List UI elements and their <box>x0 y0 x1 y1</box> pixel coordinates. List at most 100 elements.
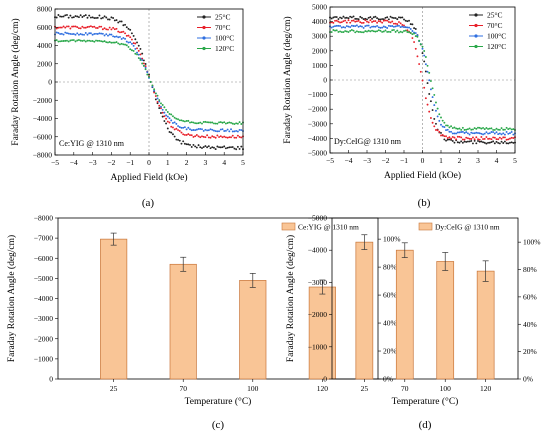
data-point <box>206 146 209 149</box>
data-point <box>372 16 375 19</box>
data-point <box>202 129 205 132</box>
data-point <box>345 21 348 24</box>
data-point <box>503 136 506 139</box>
y-tick-label: 3000 <box>312 32 327 41</box>
data-point <box>224 136 227 139</box>
data-point <box>156 97 159 100</box>
data-point <box>382 30 385 33</box>
data-point <box>115 41 118 44</box>
data-point <box>185 143 188 146</box>
data-point <box>349 21 352 24</box>
data-point <box>379 29 382 32</box>
data-point <box>66 14 68 16</box>
data-point <box>197 135 200 138</box>
data-point <box>401 24 404 26</box>
data-point <box>416 35 419 38</box>
data-point <box>414 47 417 50</box>
data-point <box>472 142 474 145</box>
data-point <box>389 15 392 18</box>
data-point <box>371 17 373 20</box>
data-point <box>441 133 444 136</box>
x-tick-label: 1 <box>439 156 443 165</box>
data-point <box>399 16 402 19</box>
data-point <box>344 30 347 32</box>
data-point <box>421 79 424 82</box>
data-point <box>211 128 214 131</box>
data-point <box>340 21 343 24</box>
data-point <box>187 126 190 129</box>
data-point <box>74 33 77 36</box>
x-tick-label: −3 <box>363 156 371 165</box>
data-point <box>221 128 224 131</box>
data-point <box>148 73 150 76</box>
data-point <box>173 128 176 131</box>
data-point <box>76 26 79 29</box>
data-point <box>120 20 123 23</box>
data-point <box>332 29 335 31</box>
x-tick-label: 120 <box>317 384 329 393</box>
data-point <box>392 22 395 25</box>
data-point <box>419 70 422 73</box>
legend-marker <box>202 46 206 51</box>
data-point <box>446 128 449 131</box>
data-point <box>377 26 380 29</box>
y-tick-label: −8000 <box>33 151 52 160</box>
data-point <box>136 41 138 44</box>
data-point <box>224 122 227 125</box>
data-point <box>74 15 77 17</box>
data-point <box>369 26 372 29</box>
y2-tick-label: 20% <box>523 347 537 356</box>
data-point <box>173 135 176 138</box>
data-point <box>366 18 368 21</box>
data-point <box>177 118 179 121</box>
data-point <box>238 136 241 138</box>
data-point <box>231 134 234 137</box>
legend-label: 120°C <box>215 44 234 53</box>
data-point <box>465 128 468 131</box>
data-point <box>190 134 193 137</box>
data-point <box>136 53 138 56</box>
data-point <box>492 131 495 133</box>
data-point <box>468 133 471 136</box>
data-point <box>81 16 84 18</box>
data-point <box>124 43 127 46</box>
data-point <box>209 136 212 139</box>
data-point <box>199 128 202 130</box>
y-tick-label: −4000 <box>308 134 327 143</box>
data-point <box>141 57 144 60</box>
data-point <box>396 23 399 26</box>
data-point <box>460 128 463 131</box>
data-point <box>224 147 227 150</box>
data-point <box>426 103 429 106</box>
data-point <box>201 135 203 138</box>
data-point <box>136 51 138 54</box>
data-point <box>95 27 97 29</box>
data-point <box>226 128 229 131</box>
data-point <box>450 137 453 140</box>
data-point <box>433 93 436 96</box>
data-point <box>175 138 178 141</box>
data-point <box>423 86 426 89</box>
data-point <box>171 133 174 136</box>
data-point <box>228 130 231 133</box>
data-point <box>134 42 137 45</box>
data-point <box>60 15 63 18</box>
data-point <box>503 133 506 136</box>
data-point <box>428 71 431 74</box>
data-point <box>330 17 333 20</box>
data-point <box>445 139 447 142</box>
data-point <box>136 47 138 50</box>
data-point <box>81 39 84 42</box>
data-point <box>359 21 362 24</box>
data-point <box>382 25 385 28</box>
data-point <box>173 116 176 119</box>
data-point <box>352 29 355 32</box>
data-point <box>428 79 431 82</box>
y2-tick-label: 40% <box>383 319 397 328</box>
y-tick-label: 2000 <box>312 46 327 55</box>
data-point <box>426 82 429 85</box>
data-point <box>107 18 109 21</box>
x-tick-label: 25 <box>110 384 118 393</box>
data-point <box>369 30 372 33</box>
legend-label: Ce:YIG @ 1310 nm <box>298 223 359 232</box>
